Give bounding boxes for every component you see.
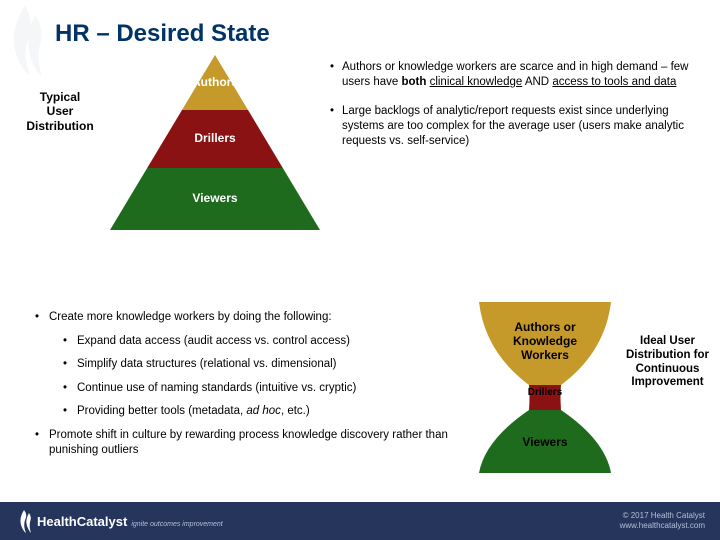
hourglass: Authors orKnowledgeWorkers Drillers Viewer… [475,300,615,480]
pyramid1-tier-label: Viewers [110,191,320,205]
top-bullets: •Authors or knowledge workers are scarce… [330,60,700,163]
mid-bullets: •Create more knowledge workers by doing … [35,310,455,467]
footer-right: © 2017 Health Catalyst www.healthcatalys… [620,511,705,530]
footer: HealthCatalyst ignite outcomes improveme… [0,502,720,540]
mid-sub-bullet: •Expand data access (audit access vs. co… [63,334,455,350]
pyramid1-label: TypicalUserDistribution [15,90,105,133]
mid-sub-bullet: •Providing better tools (metadata, ad ho… [63,404,455,420]
hourglass-tier-label: Drillers [475,387,615,398]
pyramid1-tier-label: Authors [110,75,320,89]
footer-copyright: © 2017 Health Catalyst [620,511,705,521]
mid-bullet: •Create more knowledge workers by doing … [35,310,455,326]
mid-sub-bullet: •Simplify data structures (relational vs… [63,357,455,373]
slide-title: HR – Desired State [55,20,270,48]
pyramid1-tier-label: Drillers [110,131,320,145]
top-bullet: •Large backlogs of analytic/report reque… [330,104,700,149]
hourglass-tier-label: Viewers [475,435,615,449]
top-bullet: •Authors or knowledge workers are scarce… [330,60,700,90]
hourglass-tier-label: Authors orKnowledgeWorkers [475,320,615,362]
background-flame-icon [0,0,55,80]
pyramid1: Authors Drillers Viewers [110,55,320,245]
footer-brand-text: HealthCatalyst [37,514,127,529]
footer-url: www.healthcatalyst.com [620,521,705,531]
footer-brand: HealthCatalyst ignite outcomes improveme… [37,514,223,529]
hourglass-label: Ideal User Distribution for Continuous I… [620,335,715,390]
mid-sub-bullet: •Continue use of naming standards (intui… [63,381,455,397]
footer-tagline: ignite outcomes improvement [131,521,222,528]
mid-bullet: •Promote shift in culture by rewarding p… [35,428,455,459]
footer-flame-icon [15,508,37,534]
